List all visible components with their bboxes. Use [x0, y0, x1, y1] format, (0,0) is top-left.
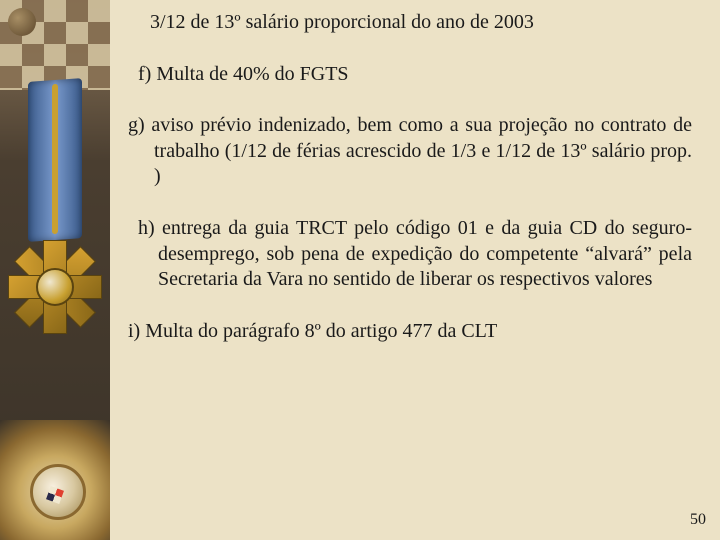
item-g: g) aviso prévio indenizado, bem como a s… — [128, 113, 692, 190]
item-g-text: g) aviso prévio indenizado, bem como a s… — [128, 113, 692, 190]
item-f: f) Multa de 40% do FGTS — [128, 62, 692, 88]
ribbon-decor — [28, 78, 82, 242]
checkerboard-decor — [0, 0, 110, 90]
compass-decor — [0, 420, 110, 540]
page-number: 50 — [690, 510, 706, 530]
sidebar-background — [0, 0, 110, 540]
item-h: h) entrega da guia TRCT pelo código 01 e… — [128, 216, 692, 293]
slide-content: 3/12 de 13º salário proporcional do ano … — [110, 0, 720, 540]
item-h-text: h) entrega da guia TRCT pelo código 01 e… — [138, 216, 692, 293]
item-i: i) Multa do parágrafo 8º do artigo 477 d… — [128, 319, 692, 345]
medal-cross-decor — [8, 240, 102, 334]
decorative-sidebar — [0, 0, 110, 540]
item-e: 3/12 de 13º salário proporcional do ano … — [128, 10, 692, 36]
